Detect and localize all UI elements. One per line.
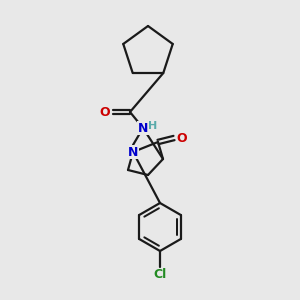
Text: Cl: Cl — [153, 268, 167, 281]
Text: O: O — [177, 131, 187, 145]
Text: O: O — [100, 106, 110, 118]
Text: N: N — [128, 146, 138, 158]
Text: H: H — [148, 121, 158, 131]
Text: N: N — [138, 122, 148, 134]
